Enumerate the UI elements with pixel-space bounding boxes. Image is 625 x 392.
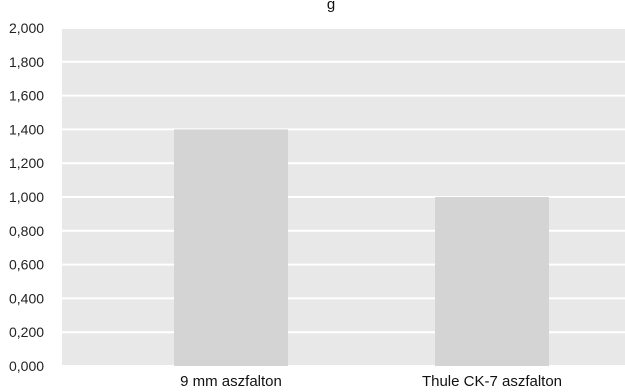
x-category-label: 9 mm aszfalton bbox=[180, 373, 282, 390]
y-tick-label: 0,800 bbox=[9, 223, 44, 239]
y-tick-label: 1,400 bbox=[9, 121, 44, 137]
y-tick-label: 2,000 bbox=[9, 20, 44, 36]
x-axis-category-labels: 9 mm aszfalton Thule CK-7 aszfalton bbox=[180, 373, 562, 390]
y-tick-label: 1,000 bbox=[9, 189, 44, 205]
y-axis-tick-labels: 0,000 0,200 0,400 0,600 0,800 1,000 1,200 1,400… bbox=[9, 20, 44, 374]
y-tick-label: 0,200 bbox=[9, 324, 44, 340]
y-tick-label: 0,600 bbox=[9, 257, 44, 273]
y-tick-label: 1,200 bbox=[9, 155, 44, 171]
bars bbox=[174, 129, 549, 366]
x-category-label: Thule CK-7 aszfalton bbox=[422, 373, 562, 390]
chart-title: g bbox=[327, 0, 335, 13]
bar-1 bbox=[174, 129, 288, 366]
y-tick-label: 1,800 bbox=[9, 54, 44, 70]
y-tick-label: 0,400 bbox=[9, 290, 44, 306]
y-tick-label: 1,600 bbox=[9, 88, 44, 104]
gridlines bbox=[62, 27, 625, 367]
bar-2 bbox=[435, 197, 549, 366]
y-tick-label: 0,000 bbox=[9, 358, 44, 374]
